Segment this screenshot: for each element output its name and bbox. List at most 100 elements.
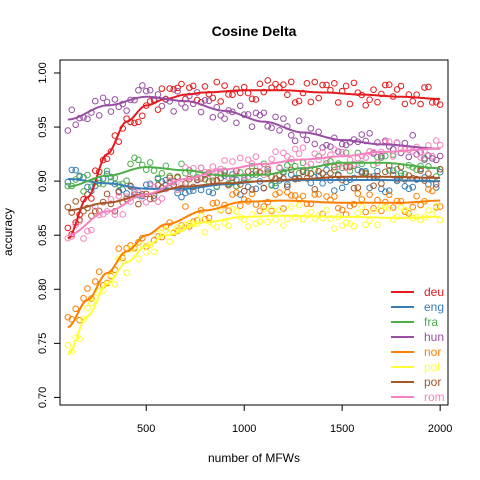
point-deu — [284, 91, 291, 99]
point-pol — [276, 206, 283, 214]
point-fra — [338, 164, 346, 172]
point-eng — [385, 187, 393, 195]
y-tick-label: 0.75 — [37, 333, 49, 354]
point-hun — [429, 155, 436, 162]
point-hun — [142, 87, 150, 95]
point-fra — [103, 167, 111, 175]
point-pol — [225, 222, 232, 229]
point-nor — [425, 185, 432, 193]
point-hun — [268, 124, 275, 132]
x-axis: 500 1000 1500 2000 — [137, 405, 452, 435]
legend-item-deu: deu — [391, 285, 444, 299]
point-deu — [260, 88, 268, 96]
point-deu — [417, 100, 424, 108]
point-deu — [381, 81, 389, 89]
point-nor — [358, 196, 366, 203]
curve-nor — [67, 199, 441, 329]
point-pol — [154, 230, 162, 238]
point-eng — [366, 184, 373, 192]
point-fra — [166, 172, 174, 180]
curve-rom — [67, 147, 441, 237]
smoothed-curves — [67, 89, 441, 356]
point-hun — [248, 123, 256, 130]
point-deu — [397, 82, 405, 90]
point-deu — [201, 83, 209, 90]
point-deu — [425, 83, 432, 91]
point-por — [72, 198, 79, 205]
point-por — [358, 169, 366, 176]
point-deu — [385, 81, 393, 89]
point-pol — [358, 203, 366, 211]
point-nor — [178, 222, 185, 229]
point-deu — [213, 78, 221, 86]
point-rom — [311, 150, 319, 157]
point-pol — [350, 222, 358, 230]
point-deu — [346, 100, 354, 108]
legend-item-hun: hun — [391, 330, 444, 344]
point-por — [64, 203, 72, 211]
point-rom — [154, 198, 162, 205]
point-deu — [103, 155, 111, 163]
point-pol — [256, 218, 264, 225]
point-deu — [295, 97, 303, 105]
point-pol — [64, 341, 72, 349]
point-hun — [84, 115, 91, 123]
point-nor — [413, 192, 420, 200]
point-eng — [72, 166, 79, 174]
point-rom — [84, 227, 91, 235]
point-fra — [154, 174, 162, 182]
curve-pol — [67, 214, 441, 356]
point-pol — [393, 213, 401, 220]
legend-label: deu — [424, 285, 444, 299]
point-deu — [409, 97, 417, 105]
point-hun — [103, 98, 111, 106]
point-rom — [244, 156, 252, 164]
point-rom — [389, 153, 397, 160]
point-hun — [174, 87, 181, 95]
legend-item-pol: pol — [391, 360, 440, 374]
x-tick-label: 1500 — [330, 423, 354, 435]
points-pol — [64, 202, 444, 355]
point-rom — [276, 164, 283, 171]
point-por — [166, 174, 174, 182]
point-rom — [291, 145, 299, 153]
point-pol — [88, 299, 95, 307]
point-deu — [374, 98, 381, 106]
legend-label: rom — [424, 390, 445, 404]
point-nor — [405, 210, 413, 217]
point-nor — [334, 204, 342, 212]
point-rom — [221, 157, 228, 164]
point-eng — [174, 189, 181, 197]
curve-fra — [67, 161, 441, 188]
point-eng — [287, 171, 295, 178]
point-nor — [331, 193, 338, 200]
point-pol — [323, 206, 330, 214]
point-nor — [84, 285, 91, 292]
point-nor — [80, 294, 87, 302]
point-por — [315, 168, 322, 175]
point-rom — [131, 188, 138, 195]
point-hun — [107, 108, 115, 115]
point-rom — [197, 164, 205, 172]
point-pol — [338, 222, 346, 229]
point-hun — [197, 108, 205, 116]
point-fra — [127, 160, 134, 168]
legend-item-fra: fra — [391, 315, 438, 329]
point-rom — [80, 235, 87, 242]
point-por — [146, 195, 154, 203]
point-por — [436, 165, 444, 173]
point-nor — [95, 268, 103, 276]
chart-title: Cosine Delta — [212, 23, 297, 39]
point-pol — [291, 213, 299, 221]
point-eng — [374, 167, 381, 175]
point-eng — [236, 191, 244, 198]
point-por — [381, 168, 389, 176]
point-hun — [170, 108, 177, 115]
point-nor — [115, 245, 123, 252]
point-eng — [158, 178, 166, 185]
point-deu — [299, 89, 307, 97]
point-pol — [381, 203, 389, 211]
legend-label: pol — [424, 360, 440, 374]
point-nor — [436, 203, 444, 210]
